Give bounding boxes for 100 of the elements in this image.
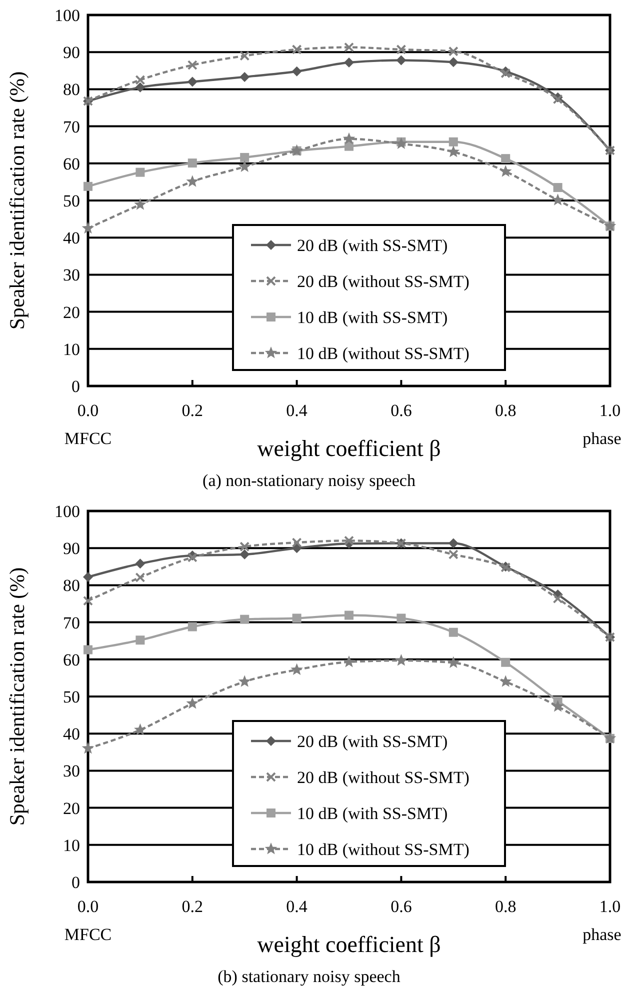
legend-label: 10 dB (without SS-SMT): [297, 344, 470, 363]
point: [396, 614, 406, 623]
point: [82, 222, 94, 234]
point: [396, 44, 406, 55]
y-tick-label: 30: [63, 266, 80, 285]
x-tick-label: 0.2: [182, 401, 204, 420]
point: [187, 76, 198, 87]
point: [292, 66, 302, 76]
point: [186, 175, 199, 187]
point: [448, 137, 458, 146]
point: [448, 57, 458, 68]
text: phase: [582, 429, 622, 448]
point: [187, 60, 198, 70]
y-tick-label: 40: [63, 228, 80, 248]
point: [83, 572, 93, 582]
y-tick-label: 20: [63, 302, 80, 322]
point: [344, 142, 354, 151]
point: [240, 50, 250, 61]
point: [395, 137, 408, 149]
point: [552, 594, 563, 604]
point: [292, 614, 302, 623]
y-tick-label: 90: [63, 43, 80, 62]
text: phase: [582, 925, 622, 944]
point: [188, 622, 197, 632]
y-tick-label: 70: [63, 117, 80, 136]
y-tick-label: 20: [63, 798, 80, 818]
point: [135, 572, 146, 582]
point: [84, 645, 92, 654]
legend-label: 10 dB (with SS-SMT): [297, 308, 448, 327]
point: [82, 742, 94, 754]
text: MFCC: [64, 925, 112, 944]
x-tick-label: 0.4: [286, 897, 308, 916]
y-tick-label: 80: [63, 576, 80, 596]
point: [501, 154, 510, 164]
point: [552, 700, 564, 712]
point: [448, 538, 458, 548]
y-tick-label: 50: [63, 191, 80, 210]
point: [186, 697, 199, 709]
legend-label: 10 dB (with SS-SMT): [297, 804, 448, 823]
legend-label: 20 dB (with SS-SMT): [297, 732, 448, 751]
point: [344, 536, 354, 546]
point: [135, 74, 146, 85]
point: [344, 42, 354, 52]
point: [344, 57, 354, 68]
point: [188, 158, 197, 168]
point: [134, 723, 146, 736]
legend-label: 20 dB (without SS-SMT): [297, 272, 470, 291]
x-tick-label: 0.0: [77, 897, 99, 916]
y-tick-label: 100: [54, 502, 80, 521]
point: [396, 55, 406, 66]
legend-label: 20 dB (without SS-SMT): [297, 768, 470, 787]
point: [135, 82, 146, 92]
x-tick-label: 1.0: [599, 897, 621, 916]
point: [84, 182, 92, 191]
point: [240, 542, 250, 552]
point: [448, 628, 458, 637]
x-tick-label: 0.6: [390, 897, 412, 916]
y-tick-label: 60: [63, 154, 80, 174]
point: [238, 160, 251, 172]
x-tick-label: 1.0: [599, 401, 621, 420]
x-axis-title: weight coefficient β: [257, 436, 441, 461]
y-tick-label: 40: [63, 724, 80, 744]
text: MFCC: [64, 429, 112, 448]
point: [501, 658, 510, 667]
point: [499, 675, 512, 687]
y-tick-label: 0: [72, 872, 80, 892]
x-tick-label: 0.6: [390, 401, 412, 420]
point: [240, 152, 250, 162]
point: [290, 663, 303, 676]
point: [292, 44, 302, 55]
point: [395, 654, 408, 666]
point: [135, 558, 146, 569]
legend-label: 20 dB (with SS-SMT): [297, 236, 448, 255]
point: [136, 168, 145, 177]
point: [83, 596, 93, 606]
y-tick-label: 80: [63, 80, 80, 100]
point: [136, 636, 145, 645]
y-tick-label: 10: [63, 836, 80, 855]
y-axis-title: Speaker identification rate (%): [5, 71, 29, 330]
x-tick-label: 0.8: [494, 401, 516, 420]
point: [447, 145, 460, 158]
point: [292, 538, 302, 548]
point: [552, 194, 564, 206]
point: [344, 610, 354, 620]
point: [134, 198, 146, 210]
y-axis-title: Speaker identification rate (%): [5, 567, 29, 826]
point: [447, 656, 460, 668]
point: [240, 72, 250, 82]
point: [240, 614, 250, 624]
point: [448, 46, 458, 56]
text: (b) stationary noisy speech: [218, 967, 401, 986]
x-tick-label: 0.2: [182, 897, 204, 916]
x-tick-label: 0.8: [494, 897, 516, 916]
text: (a) non-stationary noisy speech: [202, 471, 416, 490]
point: [448, 549, 458, 560]
x-tick-label: 0.4: [286, 401, 308, 420]
y-tick-label: 0: [72, 376, 80, 396]
point: [499, 165, 512, 177]
y-tick-label: 100: [54, 6, 80, 25]
x-axis-title: weight coefficient β: [257, 932, 441, 957]
